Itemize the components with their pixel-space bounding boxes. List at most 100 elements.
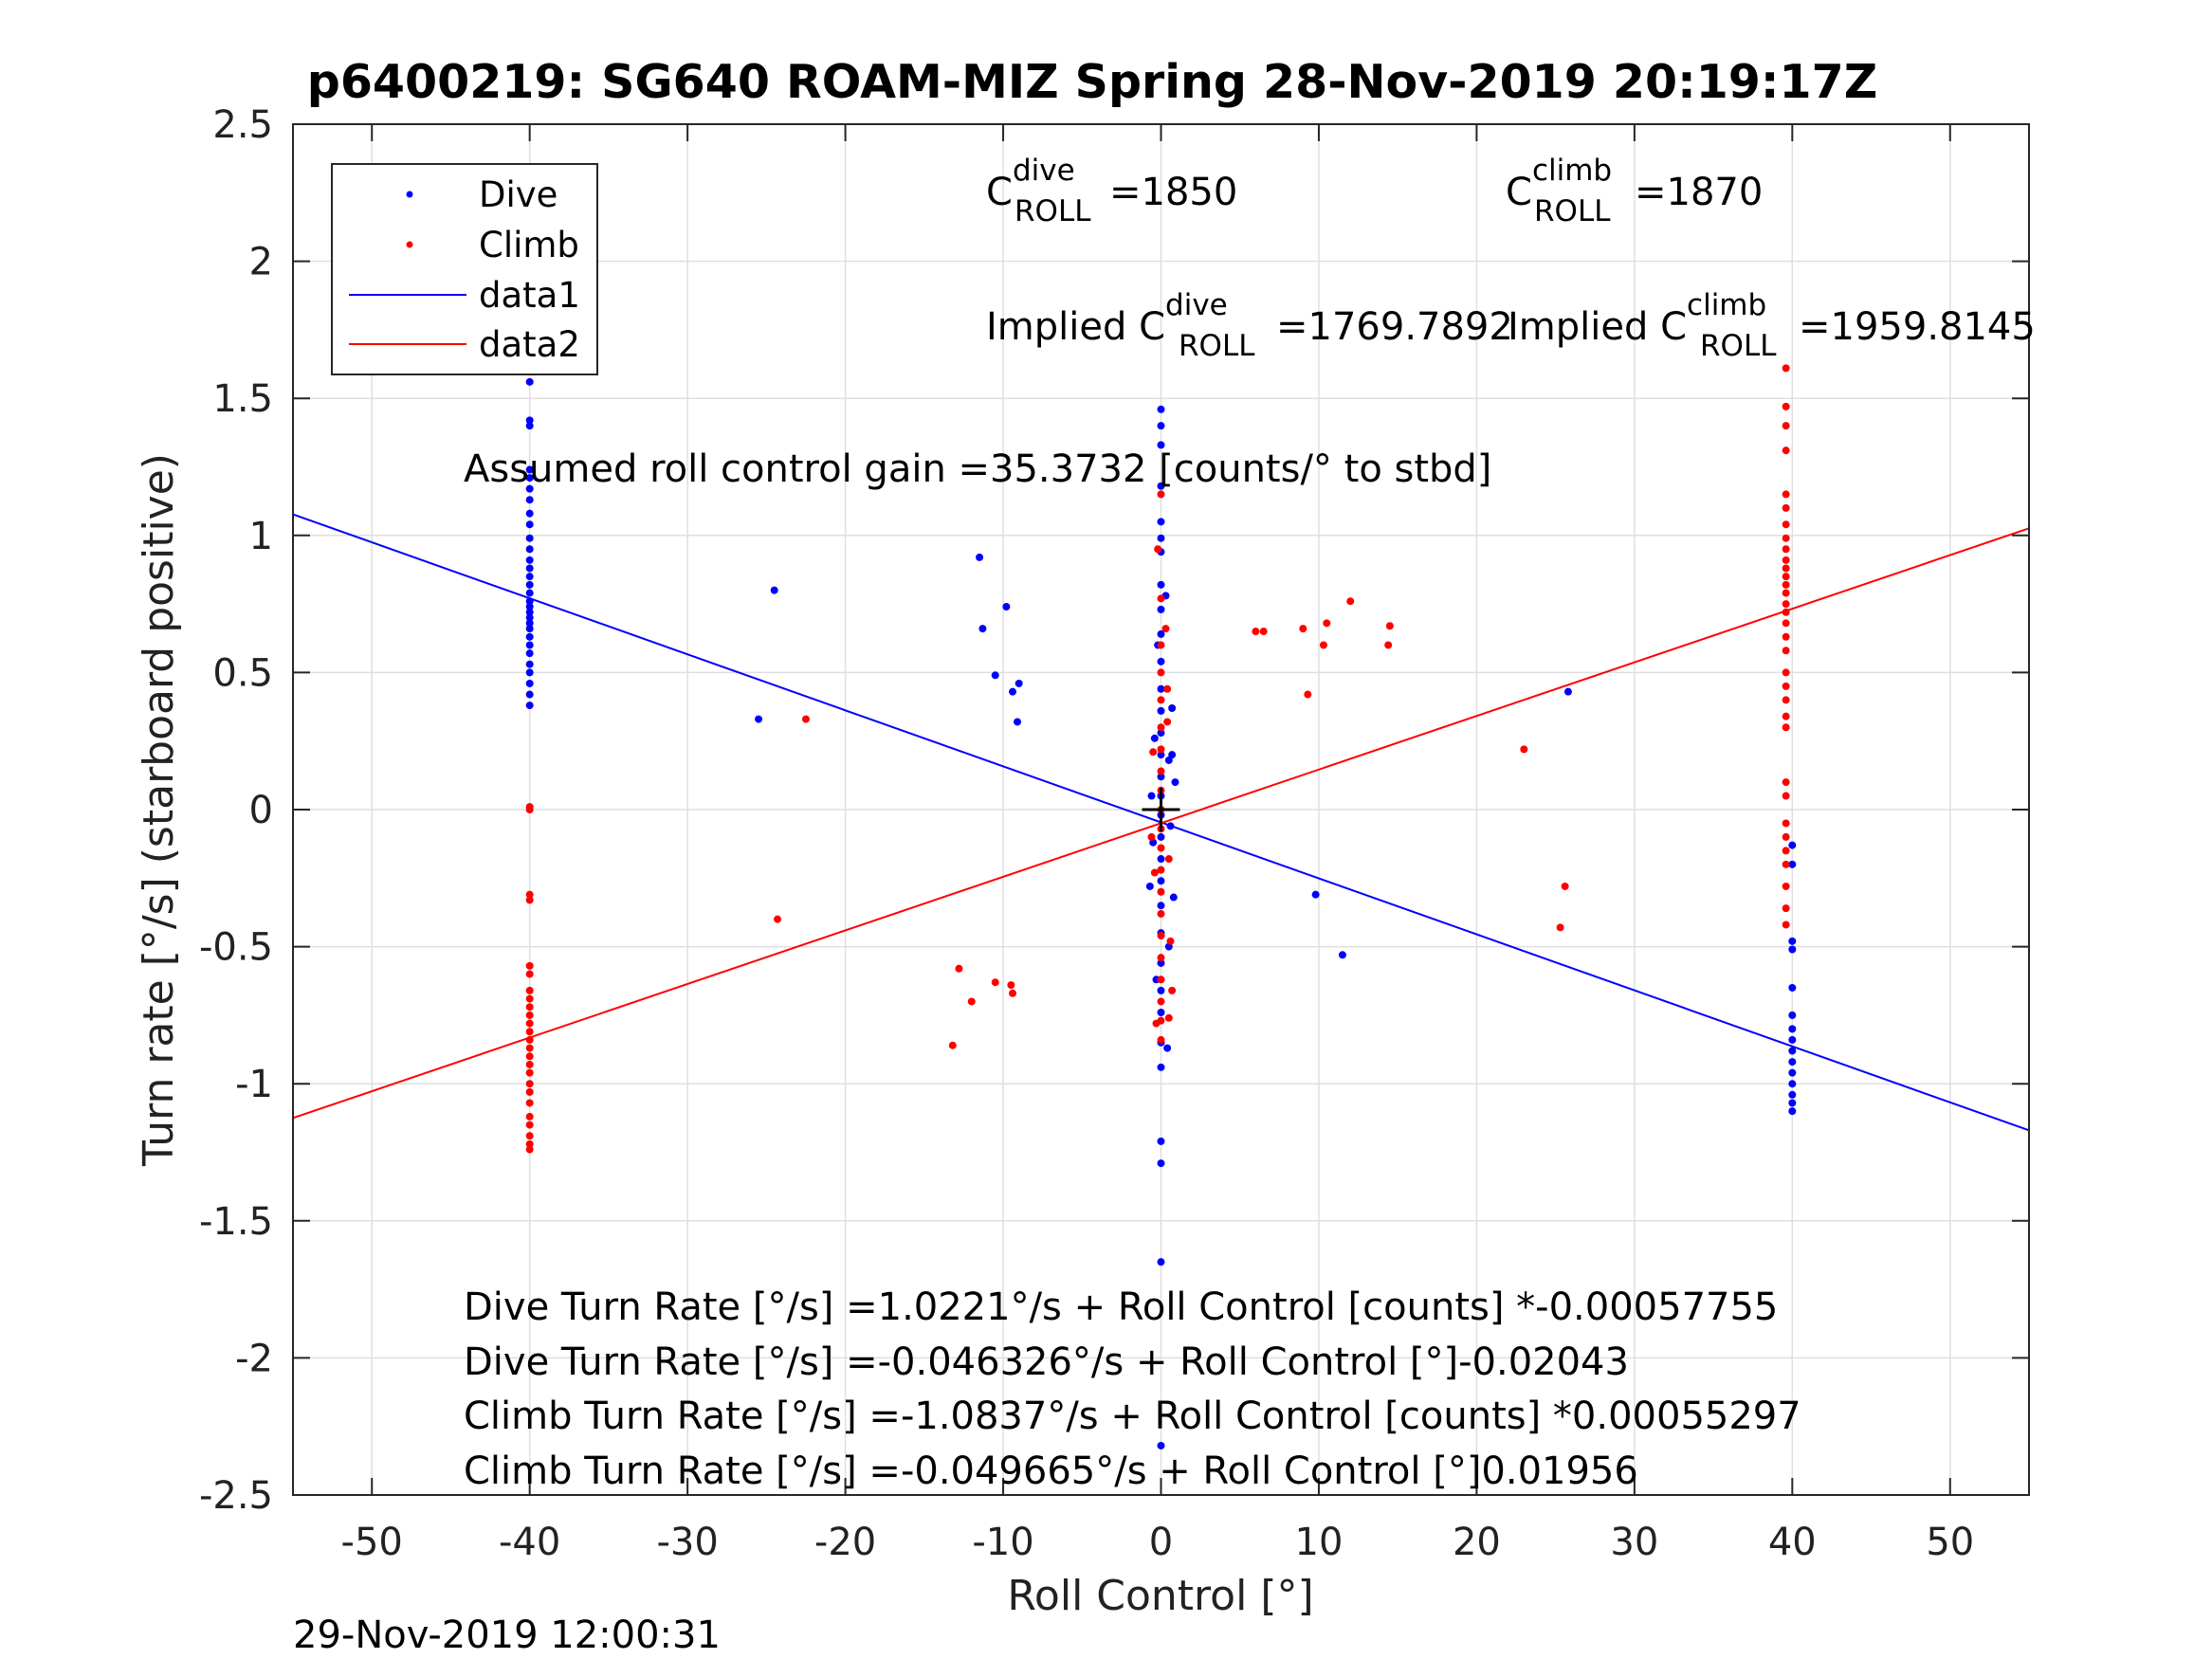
point-climb (1782, 608, 1790, 616)
point-climb (1782, 792, 1790, 800)
fit-line-3: Climb Turn Rate [°/s] =-1.0837°/s + Roll… (464, 1395, 1801, 1438)
point-dive (525, 679, 534, 687)
point-dive (1157, 832, 1165, 841)
point-dive (991, 671, 999, 680)
implied-climb-sup: climb (1687, 288, 1766, 322)
point-dive (1157, 518, 1165, 526)
point-dive (1145, 882, 1154, 890)
y-tick-label: 2 (249, 241, 273, 284)
point-dive (525, 545, 534, 554)
point-dive (755, 715, 763, 723)
point-dive (1157, 580, 1165, 589)
c-dive-value: =1850 (1109, 171, 1237, 214)
point-climb (525, 1028, 534, 1036)
point-climb (525, 890, 534, 899)
point-dive (525, 580, 534, 589)
point-climb (1157, 844, 1165, 852)
point-climb (801, 715, 810, 723)
point-dive (1157, 422, 1165, 430)
plot-area (292, 364, 2030, 1449)
point-dive (1157, 751, 1165, 759)
point-dive (1169, 893, 1178, 902)
point-climb (1782, 556, 1790, 564)
point-climb (1782, 723, 1790, 732)
point-dive (1163, 1044, 1172, 1052)
point-dive (525, 602, 534, 611)
point-dive (1157, 877, 1165, 885)
y-tick-label: 0 (249, 789, 273, 832)
c-dive-sup: dive (1013, 154, 1075, 188)
implied-dive-value: =1769.7892 (1276, 305, 1513, 349)
point-dive (525, 649, 534, 658)
point-climb (1157, 975, 1165, 984)
point-dive (1788, 1080, 1797, 1088)
point-climb (1157, 954, 1165, 962)
point-dive (1788, 1047, 1797, 1055)
point-dive (1788, 983, 1797, 992)
x-tick-label: 30 (1610, 1521, 1658, 1564)
point-dive (1157, 1009, 1165, 1017)
point-climb (1556, 923, 1564, 932)
point-dive (525, 484, 534, 493)
point-dive (1338, 951, 1346, 959)
point-dive (525, 589, 534, 597)
point-dive (1157, 657, 1165, 665)
point-climb (967, 997, 976, 1006)
c-climb-sub: ROLL (1534, 194, 1611, 228)
point-climb (1782, 778, 1790, 787)
point-climb (1147, 832, 1156, 841)
point-climb (1304, 690, 1312, 699)
point-dive (1157, 855, 1165, 864)
point-dive (1157, 958, 1165, 967)
legend-data1-label: data1 (479, 275, 580, 316)
point-climb (991, 978, 999, 987)
point-climb (1157, 887, 1165, 896)
point-dive (1157, 773, 1165, 781)
implied-dive-prefix: Implied C (986, 305, 1165, 349)
y-tick-label: -1 (235, 1063, 273, 1106)
point-climb (1782, 819, 1790, 828)
series-dive (525, 377, 1797, 1449)
point-dive (1157, 629, 1165, 638)
point-climb (1782, 904, 1790, 913)
fit-line-4: Climb Turn Rate [°/s] =-0.049665°/s + Ro… (464, 1449, 1638, 1493)
implied-dive-sub: ROLL (1179, 329, 1255, 363)
x-axis-label: Roll Control [°] (1007, 1572, 1313, 1620)
point-climb (1346, 597, 1355, 606)
point-dive (525, 377, 534, 386)
implied-climb-value: =1959.8145 (1799, 305, 2036, 349)
point-climb (525, 1060, 534, 1068)
point-climb (1782, 882, 1790, 890)
point-dive (1157, 706, 1165, 715)
point-climb (525, 806, 534, 813)
point-dive (1171, 778, 1179, 787)
point-climb (1782, 564, 1790, 573)
point-climb (1782, 712, 1790, 720)
origin-marker (1142, 787, 1180, 832)
point-dive (525, 613, 534, 622)
point-dive (1157, 1137, 1165, 1145)
point-dive (770, 586, 778, 594)
point-dive (1002, 602, 1011, 611)
point-climb (955, 964, 963, 973)
point-climb (1157, 997, 1165, 1006)
point-dive (1788, 1058, 1797, 1066)
legend-climb-marker (406, 241, 413, 248)
point-climb (1163, 718, 1172, 726)
point-dive (1150, 734, 1159, 742)
legend-dive-marker (406, 191, 413, 198)
point-climb (1168, 986, 1177, 994)
x-tick-label: -50 (341, 1521, 403, 1564)
c-climb-value: =1870 (1635, 171, 1763, 214)
point-climb (1782, 668, 1790, 677)
point-dive (1015, 679, 1023, 687)
point-dive (1788, 1068, 1797, 1077)
point-climb (1782, 534, 1790, 542)
point-dive (1157, 729, 1165, 738)
point-climb (1149, 748, 1158, 757)
x-tick-label: -40 (499, 1521, 560, 1564)
x-tick-label: -10 (972, 1521, 1033, 1564)
implied-dive-annotation: Implied Cdive ROLL =1769.7892 (986, 288, 1513, 363)
point-climb (1164, 1013, 1173, 1022)
point-climb (525, 896, 534, 904)
